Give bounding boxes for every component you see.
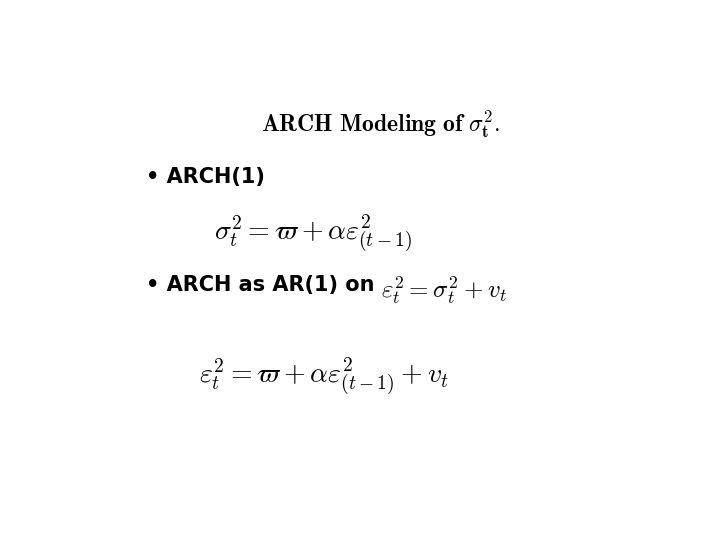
Text: $\varepsilon_t^2 = \sigma_t^2 + v_t$: $\varepsilon_t^2 = \sigma_t^2 + v_t$ — [382, 275, 508, 307]
Text: • ARCH as AR(1) on: • ARCH as AR(1) on — [145, 275, 374, 295]
Text: $\bf{ARCH\ Modeling\ of\ }\sigma_t^2.$: $\bf{ARCH\ Modeling\ of\ }\sigma_t^2.$ — [261, 109, 500, 140]
Text: $\varepsilon_t^2 = \varpi + \alpha\varepsilon_{(t-1)}^2 + v_t$: $\varepsilon_t^2 = \varpi + \alpha\varep… — [199, 356, 449, 398]
Text: • ARCH(1): • ARCH(1) — [145, 167, 265, 187]
Text: $\sigma_t^2 = \varpi + \alpha\varepsilon_{(t-1)}^2$: $\sigma_t^2 = \varpi + \alpha\varepsilon… — [214, 212, 413, 254]
